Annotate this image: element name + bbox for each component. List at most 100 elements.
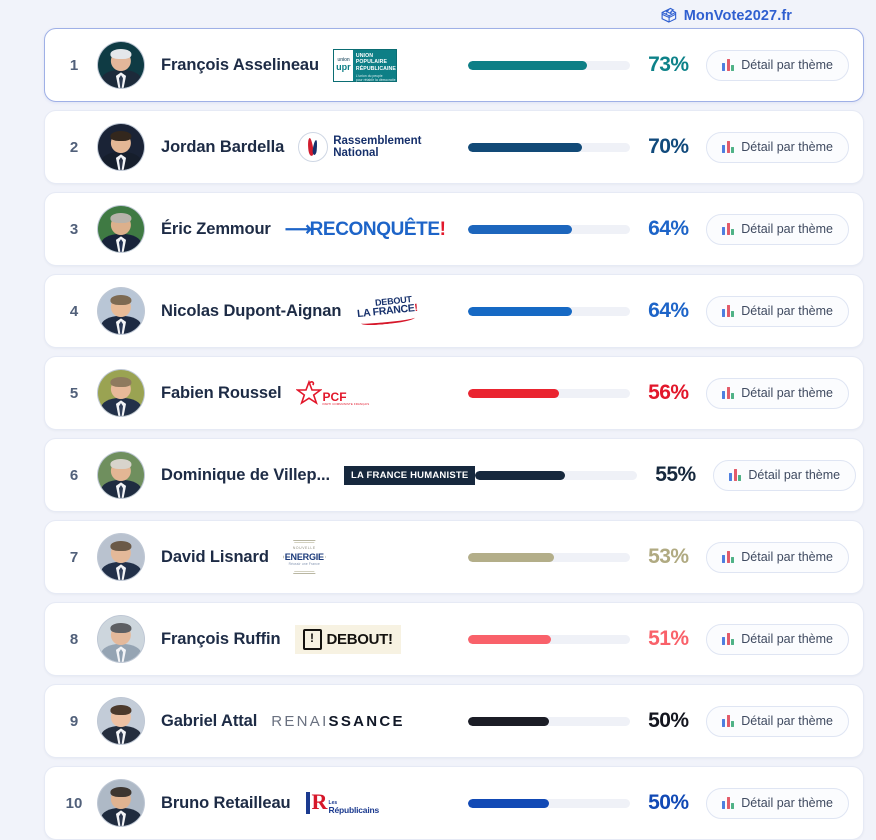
affinity-percent: 73%: [648, 53, 689, 76]
candidate-row[interactable]: 9 Gabriel Attal RENAISSANCE 50% Détail pa…: [44, 684, 864, 758]
pcf-logo: PCF PARTI COMMUNISTE FRANÇAIS: [295, 380, 370, 406]
affinity-bar-track: [468, 634, 631, 644]
candidate-avatar: [97, 287, 145, 335]
rank-number: 1: [69, 56, 79, 74]
page-header: 🗳 MonVote2027.fr: [0, 0, 876, 28]
candidate-avatar: [97, 697, 145, 745]
detail-button-label: Détail par thème: [741, 796, 833, 810]
candidate-row[interactable]: 5 Fabien Roussel PCF PARTI COMMUNISTE FRA…: [44, 356, 864, 430]
rank-number: 5: [69, 384, 79, 402]
rank-number: 6: [69, 466, 79, 484]
bar-chart-icon: [722, 223, 735, 235]
candidate-name: Dominique de Villep...: [161, 465, 330, 484]
rank-number: 8: [69, 630, 79, 648]
bar-chart-icon: [722, 141, 735, 153]
detail-by-theme-button[interactable]: Détail par thème: [706, 295, 849, 327]
affinity-bar-track: [468, 552, 631, 562]
candidate-avatar: [97, 779, 145, 827]
candidate-row[interactable]: 6 Dominique de Villep... LA FRANCE HUMANI…: [44, 438, 864, 512]
affinity-percent: 64%: [648, 217, 689, 240]
affinity-bar-track: [468, 798, 631, 808]
affinity-bar-fill: [468, 716, 550, 726]
detail-by-theme-button[interactable]: Détail par thème: [706, 705, 849, 737]
candidate-name: François Ruffin: [161, 629, 281, 648]
detail-by-theme-button[interactable]: Détail par thème: [706, 787, 849, 819]
rassemblement-national-logo: Rassemblement National: [298, 132, 421, 162]
affinity-bar: [468, 60, 631, 70]
detail-by-theme-button[interactable]: Détail par thème: [706, 131, 849, 163]
candidate-row[interactable]: 1 François Asselineau union upr UNION POPU…: [44, 28, 864, 102]
affinity-percent: 50%: [648, 791, 689, 814]
upr-logo: union upr UNION POPULAIRE RÉPUBLICAINE L'un…: [332, 48, 397, 82]
party-logo: ! DEBOUT!: [294, 619, 401, 659]
candidate-row[interactable]: 8 François Ruffin ! DEBOUT! 51% Détail pa…: [44, 602, 864, 676]
affinity-bar-fill: [468, 60, 587, 70]
detail-button-label: Détail par thème: [741, 140, 833, 154]
candidate-ranking-list: 1 François Asselineau union upr UNION POPU…: [0, 28, 876, 840]
affinity-bar-fill: [468, 142, 582, 152]
detail-by-theme-button[interactable]: Détail par thème: [706, 541, 849, 573]
party-logo: DEBOUT LA FRANCE!: [355, 291, 419, 331]
detail-button-label: Détail par thème: [748, 468, 841, 482]
detail-button-label: Détail par thème: [741, 304, 833, 318]
affinity-percent: 50%: [648, 709, 689, 732]
affinity-percent: 70%: [648, 135, 689, 158]
candidate-row[interactable]: 7 David Lisnard NOUVELLE ENERGIE Réussir u…: [44, 520, 864, 594]
detail-by-theme-button[interactable]: Détail par thème: [706, 377, 849, 409]
affinity-bar-track: [468, 716, 631, 726]
site-brand[interactable]: 🗳 MonVote2027.fr: [660, 8, 792, 24]
detail-button-label: Détail par thème: [741, 550, 833, 564]
affinity-bar-fill: [468, 388, 559, 398]
flame-icon: [298, 132, 329, 162]
detail-by-theme-button[interactable]: Détail par thème: [713, 459, 857, 491]
candidate-row[interactable]: 2 Jordan Bardella Rassemblement National …: [44, 110, 864, 184]
affinity-bar: [468, 224, 631, 234]
affinity-percent: 56%: [648, 381, 689, 404]
party-logo: R Les Républicains: [305, 783, 379, 823]
affinity-bar: [468, 388, 631, 398]
candidate-name: Bruno Retailleau: [161, 793, 291, 812]
affinity-bar-fill: [468, 552, 555, 562]
candidate-avatar: [97, 615, 145, 663]
bar-chart-icon: [722, 797, 735, 809]
affinity-bar-fill: [468, 306, 572, 316]
detail-button-label: Détail par thème: [741, 386, 833, 400]
candidate-avatar: [97, 41, 145, 89]
affinity-bar: [468, 306, 631, 316]
rank-number: 10: [65, 794, 83, 812]
bar-chart-icon: [722, 387, 735, 399]
candidate-row[interactable]: 3 Éric Zemmour ⟶RECONQUÊTE! 64% Détail pa…: [44, 192, 864, 266]
detail-by-theme-button[interactable]: Détail par thème: [706, 49, 849, 81]
bar-chart-icon: [722, 715, 735, 727]
candidate-name: Nicolas Dupont-Aignan: [161, 301, 342, 320]
affinity-bar-track: [468, 224, 631, 234]
star-icon: [295, 380, 322, 406]
party-logo: Rassemblement National: [298, 127, 421, 167]
affinity-percent: 51%: [648, 627, 689, 650]
detail-button-label: Détail par thème: [741, 222, 833, 236]
bar-chart-icon: [729, 469, 742, 481]
affinity-bar: [468, 142, 631, 152]
candidate-name: Fabien Roussel: [161, 383, 282, 402]
les-republicains-logo: R Les Républicains: [305, 790, 379, 816]
affinity-bar: [468, 634, 631, 644]
affinity-bar-track: [468, 60, 631, 70]
party-logo: union upr UNION POPULAIRE RÉPUBLICAINE L'un…: [332, 45, 397, 85]
rank-number: 9: [69, 712, 79, 730]
bar-chart-icon: [722, 551, 735, 563]
detail-by-theme-button[interactable]: Détail par thème: [706, 213, 849, 245]
party-logo: NOUVELLE ENERGIE Réussir une France: [282, 537, 326, 577]
affinity-percent: 53%: [648, 545, 689, 568]
affinity-bar: [468, 716, 631, 726]
detail-by-theme-button[interactable]: Détail par thème: [706, 623, 849, 655]
candidate-row[interactable]: 4 Nicolas Dupont-Aignan DEBOUT LA FRANCE…: [44, 274, 864, 348]
bar-chart-icon: [722, 305, 735, 317]
candidate-name: David Lisnard: [161, 547, 269, 566]
bar-chart-icon: [722, 633, 735, 645]
candidate-row[interactable]: 10 Bruno Retailleau R Les Républicains 50…: [44, 766, 864, 840]
candidate-avatar: [97, 205, 145, 253]
debout-la-france-logo: DEBOUT LA FRANCE!: [355, 294, 419, 327]
party-logo: RENAISSANCE: [271, 701, 405, 741]
affinity-bar: [475, 470, 638, 480]
candidate-avatar: [97, 451, 145, 499]
